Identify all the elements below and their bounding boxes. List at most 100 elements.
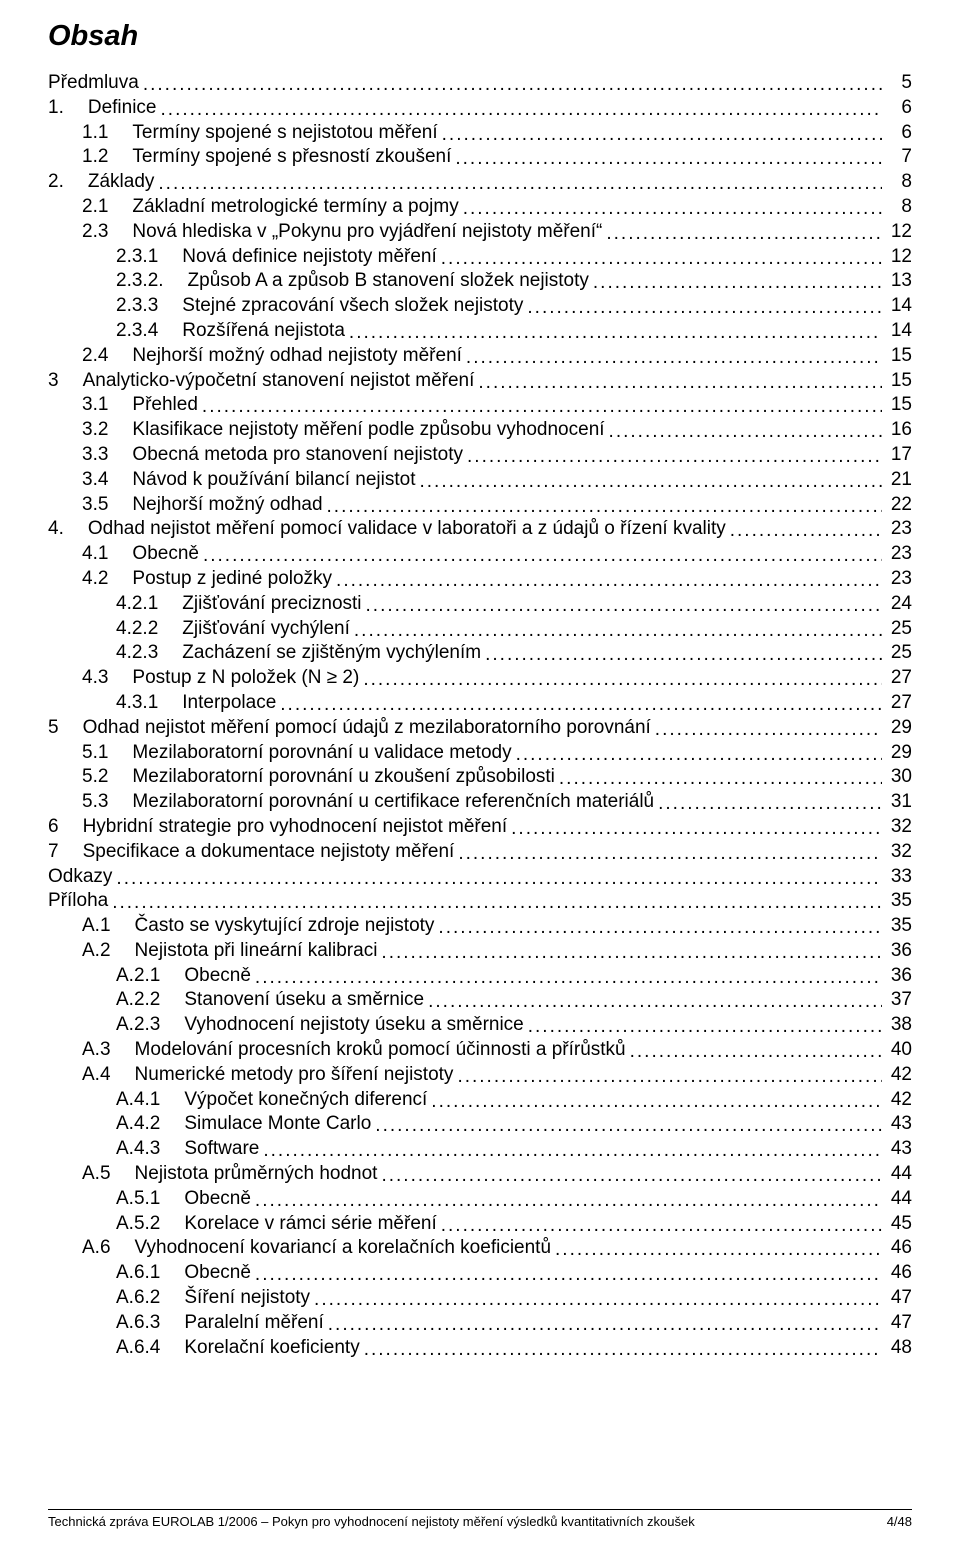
toc-entry: 4.2.2Zjišťování vychýlení25 [48, 617, 912, 642]
toc-leader-dots [655, 718, 882, 743]
toc-entry: A.6.1Obecně46 [48, 1261, 912, 1286]
toc-number: 2.1 [82, 195, 108, 220]
toc-leader-dots [466, 346, 882, 371]
toc-leader-dots [441, 1214, 882, 1239]
toc-leader-dots [458, 842, 882, 867]
toc-number: 1. [48, 96, 64, 121]
toc-title: Návod k používání bilancí nejistot [132, 468, 415, 493]
toc-entry: 5.2Mezilaboratorní porovnání u zkoušení … [48, 765, 912, 790]
toc-page-number: 46 [886, 1261, 912, 1286]
toc-title: Nejistota při lineární kalibraci [135, 939, 378, 964]
toc-entry: 3Analyticko-výpočetní stanovení nejistot… [48, 369, 912, 394]
toc-number: 4.2.2 [116, 617, 158, 642]
toc-number: 3.3 [82, 443, 108, 468]
toc-leader-dots [463, 197, 882, 222]
toc-page-number: 29 [886, 741, 912, 766]
toc-leader-dots [528, 1015, 882, 1040]
toc-page-number: 16 [886, 418, 912, 443]
toc-number: A.6.2 [116, 1286, 160, 1311]
toc-number: 3.4 [82, 468, 108, 493]
toc-entry: A.4.2Simulace Monte Carlo43 [48, 1112, 912, 1137]
toc-title: Interpolace [182, 691, 276, 716]
toc-number: 4. [48, 517, 64, 542]
toc-number: A.5.1 [116, 1187, 160, 1212]
toc-page-number: 29 [886, 716, 912, 741]
toc-entry: A.6Vyhodnocení kovariancí a korelačních … [48, 1236, 912, 1261]
toc-number: 5.2 [82, 765, 108, 790]
toc-page-number: 22 [886, 493, 912, 518]
toc-title: Mezilaboratorní porovnání u certifikace … [132, 790, 654, 815]
toc-entry: 4.2.3Zacházení se zjištěným vychýlením25 [48, 641, 912, 666]
toc-leader-dots [327, 495, 882, 520]
toc-number: A.4 [82, 1063, 111, 1088]
toc-entry: A.4.1Výpočet konečných diferencí42 [48, 1088, 912, 1113]
toc-page-number: 23 [886, 517, 912, 542]
toc-page-number: 24 [886, 592, 912, 617]
toc-leader-dots [112, 891, 882, 916]
toc-entry: A.5Nejistota průměrných hodnot44 [48, 1162, 912, 1187]
document-page: Obsah Předmluva51.Definice61.1Termíny sp… [0, 0, 960, 1551]
toc-title: Stejné zpracování všech složek nejistoty [182, 294, 523, 319]
toc-leader-dots [354, 619, 882, 644]
toc-title: Zjišťování vychýlení [182, 617, 350, 642]
toc-entry: 2.3.3Stejné zpracování všech složek neji… [48, 294, 912, 319]
toc-leader-dots [485, 643, 882, 668]
toc-leader-dots [203, 544, 882, 569]
toc-page-number: 30 [886, 765, 912, 790]
toc-entry: A.2.3Vyhodnocení nejistoty úseku a směrn… [48, 1013, 912, 1038]
toc-page-number: 5 [886, 71, 912, 96]
toc-entry: 3.5Nejhorší možný odhad22 [48, 493, 912, 518]
toc-page-number: 35 [886, 914, 912, 939]
toc-page-number: 45 [886, 1212, 912, 1237]
toc-leader-dots [730, 519, 882, 544]
toc-title: Postup z N položek (N ≥ 2) [132, 666, 359, 691]
toc-number: A.4.2 [116, 1112, 160, 1137]
toc-leader-dots [349, 321, 882, 346]
toc-title: Nová definice nejistoty měření [182, 245, 437, 270]
toc-title: Zacházení se zjištěným vychýlením [182, 641, 481, 666]
toc-entry: A.2.2Stanovení úseku a směrnice37 [48, 988, 912, 1013]
toc-page-number: 6 [886, 96, 912, 121]
toc-number: 2.3.4 [116, 319, 158, 344]
toc-number: A.4.3 [116, 1137, 160, 1162]
toc-number: 2.3.2. [116, 269, 164, 294]
page-footer: Technická zpráva EUROLAB 1/2006 – Pokyn … [48, 1509, 912, 1529]
toc-number: 5 [48, 716, 59, 741]
toc-page-number: 31 [886, 790, 912, 815]
toc-title: Simulace Monte Carlo [184, 1112, 371, 1137]
page-title: Obsah [48, 20, 912, 53]
toc-entry: 3.3Obecná metoda pro stanovení nejistoty… [48, 443, 912, 468]
toc-entry: 1. Definice 6 [48, 96, 912, 121]
toc-title: Termíny spojené s nejistotou měření [132, 121, 437, 146]
toc-entry: A.3Modelování procesních kroků pomocí úč… [48, 1038, 912, 1063]
toc-title: Odkazy [48, 865, 112, 890]
toc-page-number: 47 [886, 1311, 912, 1336]
toc-entry: 4.3Postup z N položek (N ≥ 2)27 [48, 666, 912, 691]
toc-title: Odhad nejistot měření pomocí validace v … [88, 517, 726, 542]
toc-page-number: 40 [886, 1038, 912, 1063]
toc-leader-dots [202, 395, 882, 420]
toc-title: Obecně [184, 1187, 251, 1212]
toc-title: Definice [88, 96, 157, 121]
toc-title: Obecně [184, 964, 251, 989]
toc-title: Příloha [48, 889, 108, 914]
toc-page-number: 25 [886, 641, 912, 666]
toc-page-number: 8 [886, 170, 912, 195]
toc-entry: 2.3.4Rozšířená nejistota14 [48, 319, 912, 344]
toc-entry: A.2Nejistota při lineární kalibraci36 [48, 939, 912, 964]
toc-entry: A.6.3Paralelní měření47 [48, 1311, 912, 1336]
toc-number: 5.1 [82, 741, 108, 766]
toc-leader-dots [116, 867, 882, 892]
toc-title: Nejhorší možný odhad nejistoty měření [132, 344, 462, 369]
toc-page-number: 38 [886, 1013, 912, 1038]
toc-number: 2.3 [82, 220, 108, 245]
toc-entry: 7Specifikace a dokumentace nejistoty měř… [48, 840, 912, 865]
toc-page-number: 23 [886, 542, 912, 567]
toc-title: Stanovení úseku a směrnice [184, 988, 424, 1013]
toc-number: A.6 [82, 1236, 111, 1261]
toc-entry: A.4.3Software43 [48, 1137, 912, 1162]
toc-entry: 3.2Klasifikace nejistoty měření podle zp… [48, 418, 912, 443]
toc-leader-dots [630, 1040, 882, 1065]
toc-number: A.6.3 [116, 1311, 160, 1336]
toc-leader-dots [478, 371, 882, 396]
